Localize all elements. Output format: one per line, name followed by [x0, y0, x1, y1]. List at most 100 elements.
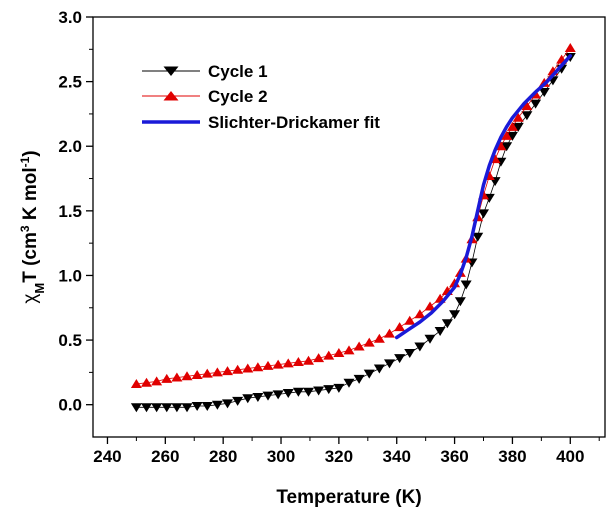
data-point-cycle-2: [191, 369, 203, 379]
data-point-cycle-1: [506, 131, 518, 141]
data-point-cycle-1: [323, 385, 335, 395]
data-point-cycle-1: [252, 392, 264, 402]
data-point-cycle-2: [252, 362, 264, 372]
data-point-cycle-1: [232, 396, 244, 406]
data-point-cycle-1: [191, 401, 203, 411]
data-point-cycle-1: [521, 111, 533, 121]
data-point-cycle-1: [373, 364, 385, 374]
data-point-cycle-1: [161, 403, 173, 413]
legend-label-fit: Slichter-Drickamer fit: [208, 113, 380, 132]
data-point-cycle-1: [130, 403, 142, 413]
data-series-layer: [130, 43, 576, 413]
legend-marker-cycle-2: [163, 91, 179, 101]
y-axis-title-end: ): [20, 150, 41, 156]
data-point-cycle-2: [232, 364, 244, 374]
y-axis-title-sup3: 3: [18, 225, 32, 232]
data-point-cycle-1: [530, 99, 542, 109]
data-point-cycle-2: [353, 341, 365, 351]
data-point-cycle-2: [564, 43, 576, 53]
data-point-cycle-2: [130, 379, 142, 389]
data-point-cycle-2: [201, 368, 213, 378]
x-tick-label: 280: [209, 447, 237, 466]
legend-label-cycle-1: Cycle 1: [208, 62, 268, 81]
data-point-cycle-1: [333, 383, 345, 393]
x-tick-label: 380: [498, 447, 526, 466]
x-tick-label: 240: [93, 447, 121, 466]
data-point-cycle-2: [151, 376, 163, 386]
data-point-cycle-1: [404, 349, 416, 358]
data-point-cycle-2: [394, 322, 406, 332]
data-point-cycle-1: [313, 386, 325, 396]
data-point-cycle-1: [211, 400, 223, 410]
data-point-cycle-1: [222, 399, 234, 409]
data-point-cycle-2: [303, 355, 315, 365]
data-point-cycle-1: [441, 319, 453, 329]
data-point-cycle-1: [501, 142, 513, 152]
data-point-cycle-2: [171, 372, 183, 382]
data-point-cycle-1: [454, 297, 466, 307]
data-point-cycle-1: [343, 378, 355, 388]
data-point-cycle-1: [424, 334, 436, 344]
legend-item-cycle-1: Cycle 1: [142, 62, 268, 81]
data-point-cycle-2: [363, 337, 375, 347]
y-tick-label: 3.0: [58, 8, 82, 27]
x-axis-title: Temperature (K): [276, 487, 421, 508]
data-point-cycle-2: [292, 357, 304, 367]
data-point-cycle-2: [161, 373, 173, 383]
series-line-cycle-2: [136, 47, 571, 385]
data-point-cycle-2: [141, 377, 153, 387]
y-axis-title-sup-neg1: -1: [18, 156, 32, 167]
y-tick-label: 1.0: [58, 266, 82, 285]
y-axis-title-sub: M: [32, 283, 47, 294]
data-point-cycle-2: [282, 358, 294, 368]
data-point-cycle-2: [222, 366, 234, 376]
y-axis-title-chi: χ: [20, 294, 41, 304]
legend-label-cycle-2: Cycle 2: [208, 87, 268, 106]
data-point-cycle-1: [538, 87, 550, 97]
data-point-cycle-2: [211, 367, 223, 377]
y-tick-label: 2.0: [58, 137, 82, 156]
data-point-cycle-2: [521, 101, 533, 111]
series-line-cycle-1: [136, 56, 571, 408]
data-point-cycle-2: [272, 359, 284, 369]
y-axis-title: χMT (cm3 K mol-1): [18, 150, 47, 303]
data-point-cycle-1: [201, 401, 213, 411]
data-point-cycle-1: [414, 342, 426, 352]
data-point-cycle-1: [383, 359, 395, 369]
data-point-cycle-1: [353, 374, 365, 384]
legend-marker-cycle-1: [163, 66, 179, 76]
x-tick-label: 400: [556, 447, 584, 466]
legend-item-fit: Slichter-Drickamer fit: [142, 113, 380, 132]
data-point-cycle-1: [262, 391, 274, 401]
data-point-cycle-1: [282, 389, 294, 399]
data-point-cycle-1: [303, 387, 315, 397]
data-point-cycle-1: [478, 209, 490, 219]
data-point-cycle-1: [434, 327, 446, 337]
data-point-cycle-2: [383, 328, 395, 338]
y-tick-label: 2.5: [58, 73, 82, 92]
data-point-cycle-1: [449, 310, 461, 320]
plot-frame: [92, 16, 606, 438]
x-tick-label: 320: [325, 447, 353, 466]
series-cycle-2: [130, 43, 576, 389]
data-point-cycle-2: [262, 360, 274, 370]
data-point-cycle-2: [424, 301, 436, 311]
data-point-cycle-1: [141, 403, 153, 413]
data-point-cycle-1: [181, 403, 193, 413]
data-point-cycle-2: [333, 348, 345, 357]
data-point-cycle-1: [292, 387, 304, 397]
data-point-cycle-1: [272, 390, 284, 400]
data-point-cycle-2: [373, 333, 385, 343]
data-point-cycle-2: [501, 130, 513, 140]
legend-item-cycle-2: Cycle 2: [142, 87, 268, 106]
data-point-cycle-2: [343, 345, 355, 355]
legend: Cycle 1 Cycle 2 Slichter-Drickamer fit: [142, 62, 380, 132]
data-point-cycle-1: [242, 394, 254, 404]
data-point-cycle-2: [181, 371, 193, 381]
data-point-cycle-2: [414, 309, 426, 319]
y-tick-label: 0.5: [58, 331, 82, 350]
data-point-cycle-1: [460, 280, 472, 290]
data-point-cycle-1: [512, 122, 524, 132]
data-point-cycle-2: [313, 353, 325, 363]
y-axis-title-mid: T (cm: [20, 232, 41, 283]
